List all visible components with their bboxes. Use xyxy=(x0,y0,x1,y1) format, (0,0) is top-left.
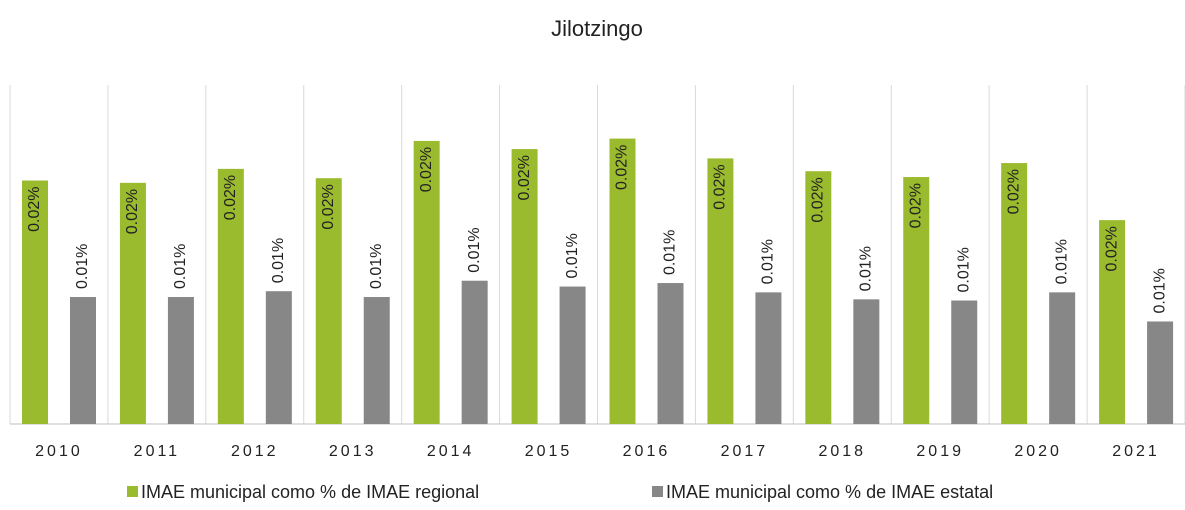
bar xyxy=(265,291,292,424)
bar xyxy=(951,300,978,424)
value-label: 0.01% xyxy=(1151,268,1168,313)
value-label: 0.01% xyxy=(172,244,189,289)
value-label: 0.02% xyxy=(1103,226,1120,271)
x-tick-label: 2013 xyxy=(329,443,377,460)
x-tick-label: 2017 xyxy=(721,443,769,460)
x-tick-label: 2015 xyxy=(525,443,573,460)
bar xyxy=(363,297,390,424)
value-label: 0.02% xyxy=(516,155,533,200)
bar xyxy=(707,158,734,424)
bar xyxy=(413,140,440,424)
bar xyxy=(1147,321,1174,424)
bar xyxy=(1001,163,1028,424)
value-label: 0.02% xyxy=(1005,169,1022,214)
legend-swatch xyxy=(652,486,663,497)
value-label: 0.02% xyxy=(810,177,827,222)
bar xyxy=(903,177,930,424)
chart-title: Jilotzingo xyxy=(551,16,643,41)
bar xyxy=(461,280,488,424)
value-label: 0.01% xyxy=(564,233,581,278)
bar xyxy=(511,149,538,425)
x-tick-label: 2014 xyxy=(427,443,475,460)
value-label: 0.01% xyxy=(368,244,385,289)
bar xyxy=(217,168,244,424)
bar xyxy=(1049,292,1076,424)
value-label: 0.02% xyxy=(614,145,631,190)
bar xyxy=(853,299,880,424)
x-tick-label: 2018 xyxy=(818,443,866,460)
value-label: 0.01% xyxy=(270,238,287,283)
value-label: 0.01% xyxy=(662,230,679,275)
value-label: 0.02% xyxy=(907,183,924,228)
value-label: 0.02% xyxy=(320,184,337,229)
bar xyxy=(559,286,586,424)
bar xyxy=(657,283,684,424)
value-label: 0.02% xyxy=(124,189,141,234)
bar xyxy=(22,180,48,424)
bar xyxy=(70,297,96,424)
value-label: 0.02% xyxy=(222,175,239,220)
value-label: 0.01% xyxy=(760,239,777,284)
bar xyxy=(805,171,832,424)
value-label: 0.01% xyxy=(466,227,483,272)
value-label: 0.01% xyxy=(858,246,875,291)
bar xyxy=(119,182,146,424)
x-tick-label: 2016 xyxy=(623,443,671,460)
bar xyxy=(609,138,636,424)
value-label: 0.01% xyxy=(955,247,972,292)
bar xyxy=(1099,220,1126,424)
value-label: 0.02% xyxy=(712,164,729,209)
x-tick-label: 2019 xyxy=(916,443,964,460)
x-tick-label: 2011 xyxy=(134,443,180,460)
value-label: 0.01% xyxy=(74,244,91,289)
legend-swatch xyxy=(127,486,138,497)
value-label: 0.01% xyxy=(1053,239,1070,284)
value-label: 0.02% xyxy=(26,187,43,232)
x-tick-label: 2020 xyxy=(1014,443,1062,460)
bar xyxy=(315,178,342,424)
x-tick-label: 2021 xyxy=(1112,443,1160,460)
value-label: 0.02% xyxy=(418,147,435,192)
legend-label: IMAE municipal como % de IMAE regional xyxy=(141,482,479,502)
legend-label: IMAE municipal como % de IMAE estatal xyxy=(666,482,993,502)
x-tick-label: 2012 xyxy=(231,443,279,460)
bar xyxy=(755,292,782,424)
bar xyxy=(167,297,194,424)
x-tick-label: 2010 xyxy=(35,443,83,460)
